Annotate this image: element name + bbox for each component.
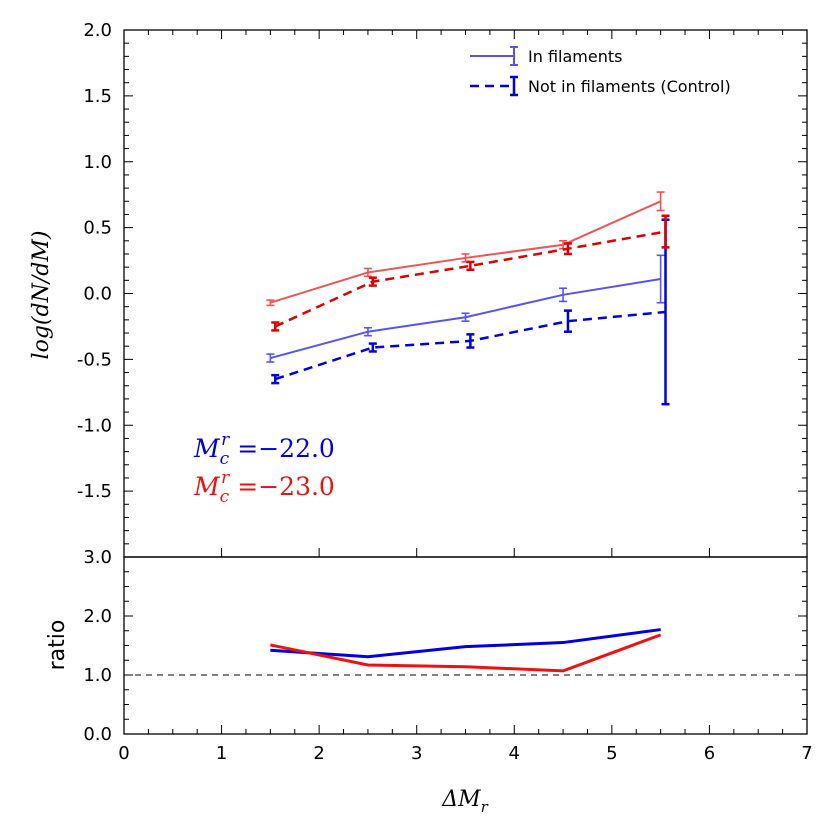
ratio-line-0 bbox=[270, 628, 661, 659]
annotation-mc-22-base: M bbox=[193, 434, 221, 463]
annotation-mc-22: Mcr =−22.0 bbox=[193, 430, 335, 469]
main-y-axis-title: log(dN/dM) bbox=[29, 231, 54, 360]
x-axis-title-sub: r bbox=[481, 798, 489, 816]
main-y-tick-label-6: 1.5 bbox=[83, 86, 112, 107]
main-y-tick-label-0: -1.5 bbox=[77, 481, 112, 502]
annotation-mc-23: Mcr =−23.0 bbox=[193, 468, 335, 507]
ratio-y-tick-label-1: 1.0 bbox=[83, 665, 112, 686]
legend-entry-in-filaments: In filaments bbox=[470, 46, 622, 66]
annotation-mc-22-sup: r bbox=[221, 430, 230, 450]
annotation-mc-22-sub: c bbox=[220, 449, 230, 469]
main-ticks: -1.5 -1.0 -0.5 0.0 0.5 1.0 1.5 2.0 bbox=[77, 20, 807, 545]
legend-entry-control: Not in filaments (Control) bbox=[470, 75, 731, 97]
ratio-y-tick-label-3: 3.0 bbox=[83, 547, 112, 568]
x-tick-label-5: 5 bbox=[606, 743, 617, 764]
ratio-y-tick-label-2: 2.0 bbox=[83, 606, 112, 627]
annotation-mc-22-value: =−22.0 bbox=[237, 434, 335, 463]
annotation-mc-23-sup: r bbox=[221, 468, 230, 488]
x-tick-label-6: 6 bbox=[704, 743, 715, 764]
legend-label-control: Not in filaments (Control) bbox=[528, 77, 731, 96]
main-y-tick-label-1: -1.0 bbox=[77, 415, 112, 436]
ratio-ticks: 0.0 1.0 2.0 3.0 bbox=[83, 547, 807, 745]
x-tick-label-7: 7 bbox=[801, 743, 812, 764]
main-y-tick-label-7: 2.0 bbox=[83, 20, 112, 41]
x-ticks: 0 1 2 3 4 5 6 7 bbox=[118, 30, 813, 764]
legend: In filaments Not in filaments (Control) bbox=[470, 46, 731, 97]
ratio-series bbox=[124, 628, 807, 676]
x-tick-label-0: 0 bbox=[118, 743, 129, 764]
x-axis-title-base: ΔM bbox=[441, 787, 481, 812]
series-line-3 bbox=[274, 230, 666, 328]
x-axis-title: ΔMr bbox=[441, 787, 488, 816]
annotation-mc-23-label: Mcr =−23.0 bbox=[193, 468, 335, 507]
x-tick-label-4: 4 bbox=[509, 743, 520, 764]
main-y-tick-label-4: 0.5 bbox=[83, 218, 112, 239]
ratio-line-1 bbox=[270, 633, 662, 673]
annotation-mc-23-value: =−23.0 bbox=[237, 472, 335, 501]
annotation-mc-23-base: M bbox=[193, 472, 221, 501]
main-y-tick-label-2: -0.5 bbox=[77, 349, 112, 370]
annotation-mc-23-sub: c bbox=[220, 487, 230, 507]
x-tick-label-3: 3 bbox=[411, 743, 422, 764]
legend-label-in-filaments: In filaments bbox=[528, 47, 622, 66]
x-tick-label-1: 1 bbox=[216, 743, 227, 764]
annotation-mc-22-label: Mcr =−22.0 bbox=[193, 430, 335, 469]
main-y-tick-label-3: 0.0 bbox=[83, 284, 112, 305]
ratio-y-axis-title: ratio bbox=[45, 620, 70, 671]
x-tick-label-2: 2 bbox=[313, 743, 324, 764]
main-y-tick-label-5: 1.0 bbox=[83, 152, 112, 173]
ratio-y-tick-label-0: 0.0 bbox=[83, 724, 112, 745]
main-series bbox=[266, 191, 670, 406]
